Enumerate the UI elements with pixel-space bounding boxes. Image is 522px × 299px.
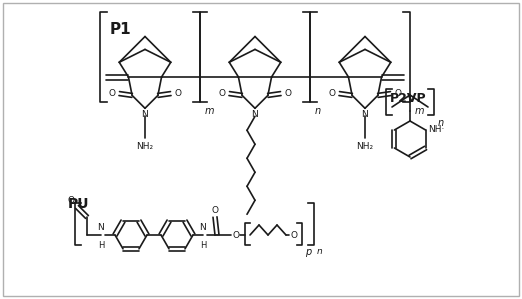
Text: n: n [315, 106, 321, 116]
Text: H: H [200, 241, 206, 250]
Text: O: O [67, 196, 74, 205]
Text: O: O [395, 89, 402, 98]
Text: O: O [175, 89, 182, 98]
Text: N: N [199, 223, 206, 232]
Text: P1: P1 [110, 22, 132, 36]
FancyBboxPatch shape [3, 3, 519, 296]
Text: O: O [285, 89, 292, 98]
Text: N: N [98, 223, 104, 232]
Text: O: O [291, 231, 298, 239]
Text: O: O [108, 89, 115, 98]
Text: m: m [205, 106, 215, 116]
Text: n: n [317, 247, 323, 256]
Text: N: N [252, 110, 258, 119]
Text: NH₂: NH₂ [136, 142, 153, 151]
Text: PU: PU [68, 197, 89, 211]
Text: H: H [98, 241, 104, 250]
Text: p: p [305, 247, 311, 257]
Text: NH·: NH· [429, 126, 445, 135]
Text: O: O [211, 206, 219, 215]
Text: NH₂: NH₂ [357, 142, 374, 151]
Text: O: O [328, 89, 335, 98]
Text: N: N [362, 110, 369, 119]
Text: O: O [218, 89, 225, 98]
Text: O: O [232, 231, 240, 239]
Text: m: m [414, 106, 424, 116]
Text: P2VP: P2VP [390, 92, 426, 106]
Text: N: N [141, 110, 148, 119]
Text: n: n [438, 118, 444, 128]
